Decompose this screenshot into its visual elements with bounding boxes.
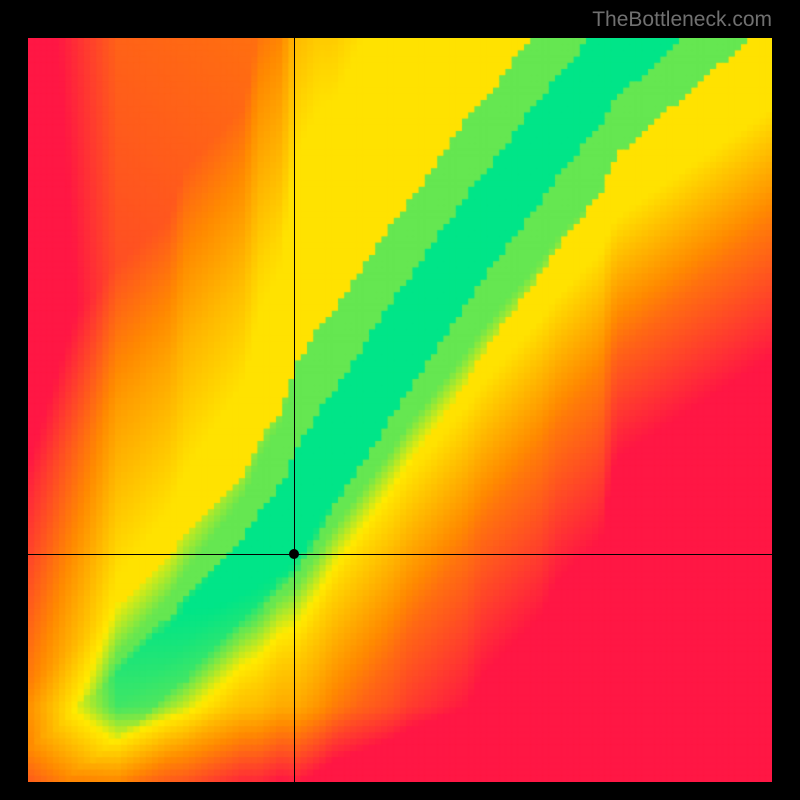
crosshair-vertical [294, 38, 295, 782]
crosshair-horizontal [28, 554, 772, 555]
heatmap-chart [28, 38, 772, 782]
chart-container: TheBottleneck.com [0, 0, 800, 800]
heatmap-canvas [28, 38, 772, 782]
watermark-text: TheBottleneck.com [592, 8, 772, 32]
crosshair-dot [289, 549, 299, 559]
